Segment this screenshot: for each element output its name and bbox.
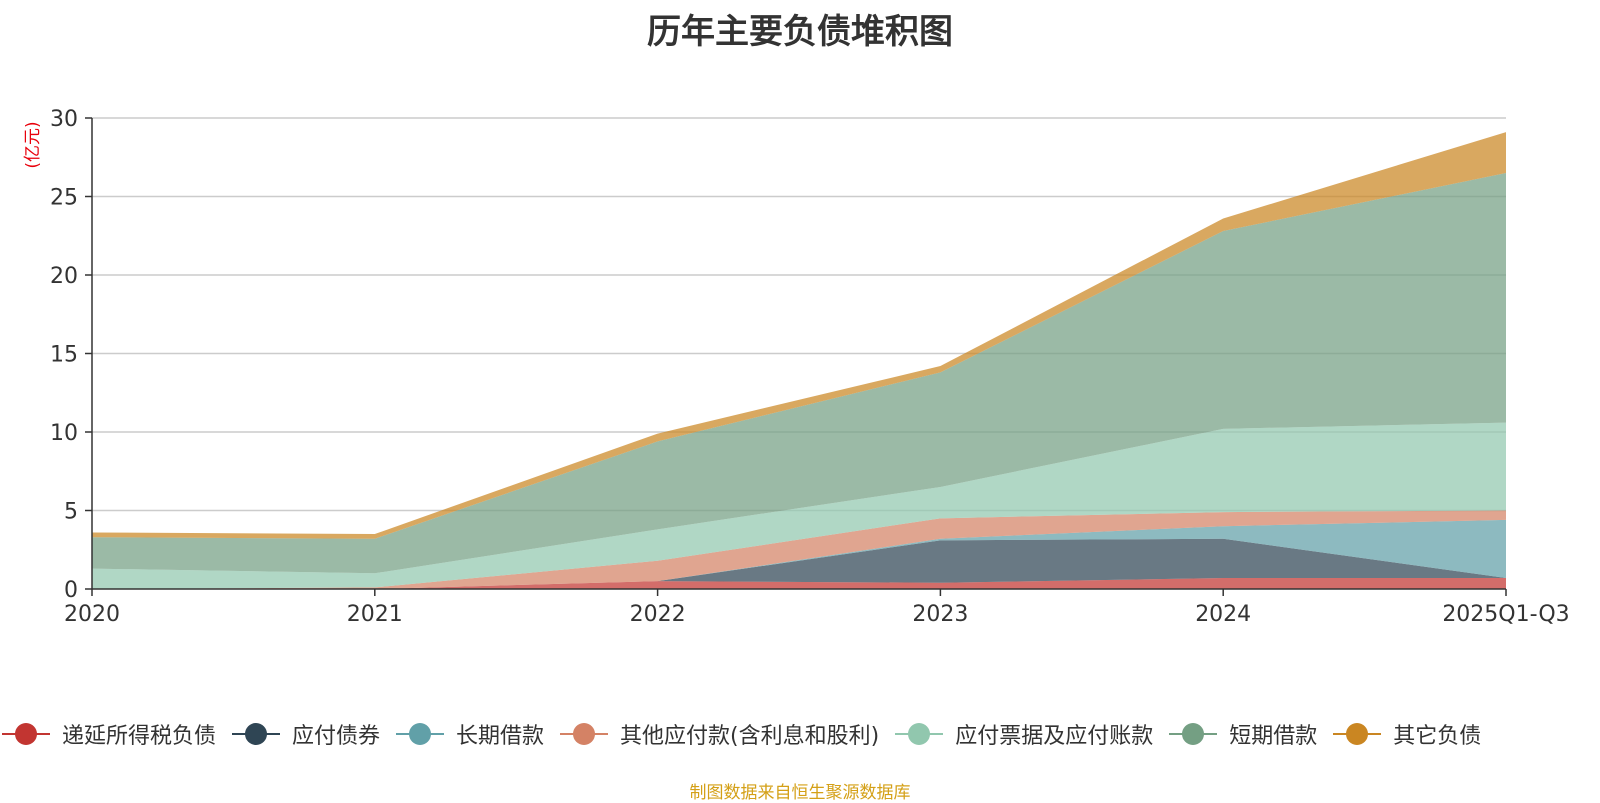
legend-label: 其它负债 [1393, 724, 1482, 749]
legend-label: 应付票据及应付账款 [955, 724, 1154, 749]
area-series-2 [92, 538, 1506, 589]
chart-legend: 递延所得税负债 应付债券 长期借款 其他应付款(含利息和股利) 应付票据及应付账款 短期借… [0, 714, 1600, 754]
y-tick-label: 25 [50, 186, 78, 211]
x-tick-labels: 2020 2021 2022 2023 2024 2025Q1-Q3 [64, 602, 1570, 627]
legend-item-6[interactable]: 短期借款 [1167, 718, 1317, 750]
legend-item-4[interactable]: 其他应付款(含利息和股利) [558, 718, 879, 750]
y-tick-label: 0 [64, 578, 78, 603]
area-series-1 [92, 578, 1506, 589]
axes [85, 117, 1507, 596]
chart-title: 历年主要负债堆积图 [647, 12, 953, 52]
legend-marker-icon [0, 721, 52, 747]
legend-marker-icon [1331, 721, 1383, 747]
legend-marker-icon [893, 721, 945, 747]
legend-marker-icon [230, 721, 282, 747]
y-tick-labels: 0 5 10 15 20 25 30 [50, 107, 78, 603]
legend-item-5[interactable]: 应付票据及应付账款 [893, 718, 1153, 750]
legend-marker-icon [558, 721, 610, 747]
legend-label: 其他应付款(含利息和股利) [620, 724, 880, 749]
x-tick-label: 2024 [1195, 602, 1251, 627]
legend-item-7[interactable]: 其它负债 [1331, 718, 1481, 750]
legend-item-1[interactable]: 递延所得税负债 [0, 718, 216, 750]
x-tick-label: 2023 [912, 602, 968, 627]
chart-plot: 0 5 10 15 20 25 30 2020 2021 2022 2023 2024 2025Q1-… [23, 107, 1570, 627]
legend-marker-icon [394, 721, 446, 747]
legend-item-3[interactable]: 长期借款 [394, 718, 544, 750]
y-tick-label: 10 [50, 421, 78, 446]
area-series [92, 132, 1506, 589]
area-series-4 [92, 510, 1506, 589]
area-series-5 [92, 422, 1506, 589]
area-series-6 [92, 172, 1506, 574]
legend-label: 短期借款 [1229, 724, 1318, 749]
legend-label: 应付债券 [292, 724, 381, 749]
y-tick-label: 30 [50, 107, 78, 132]
x-tick-label: 2020 [64, 602, 120, 627]
x-tick-label: 2021 [347, 602, 403, 627]
y-tick-label: 20 [50, 264, 78, 289]
y-axis-unit-label: (亿元) [23, 121, 43, 168]
source-note: 制图数据来自恒生聚源数据库 [689, 783, 911, 803]
legend-item-2[interactable]: 应付债券 [230, 718, 380, 750]
y-tick-label: 15 [50, 343, 78, 368]
y-tick-label: 5 [64, 500, 78, 525]
area-series-3 [92, 519, 1506, 589]
legend-label: 递延所得税负债 [62, 724, 217, 749]
legend-label: 长期借款 [456, 724, 545, 749]
x-tick-label: 2022 [630, 602, 686, 627]
legend-marker-icon [1167, 721, 1219, 747]
x-tick-label: 2025Q1-Q3 [1442, 602, 1569, 627]
